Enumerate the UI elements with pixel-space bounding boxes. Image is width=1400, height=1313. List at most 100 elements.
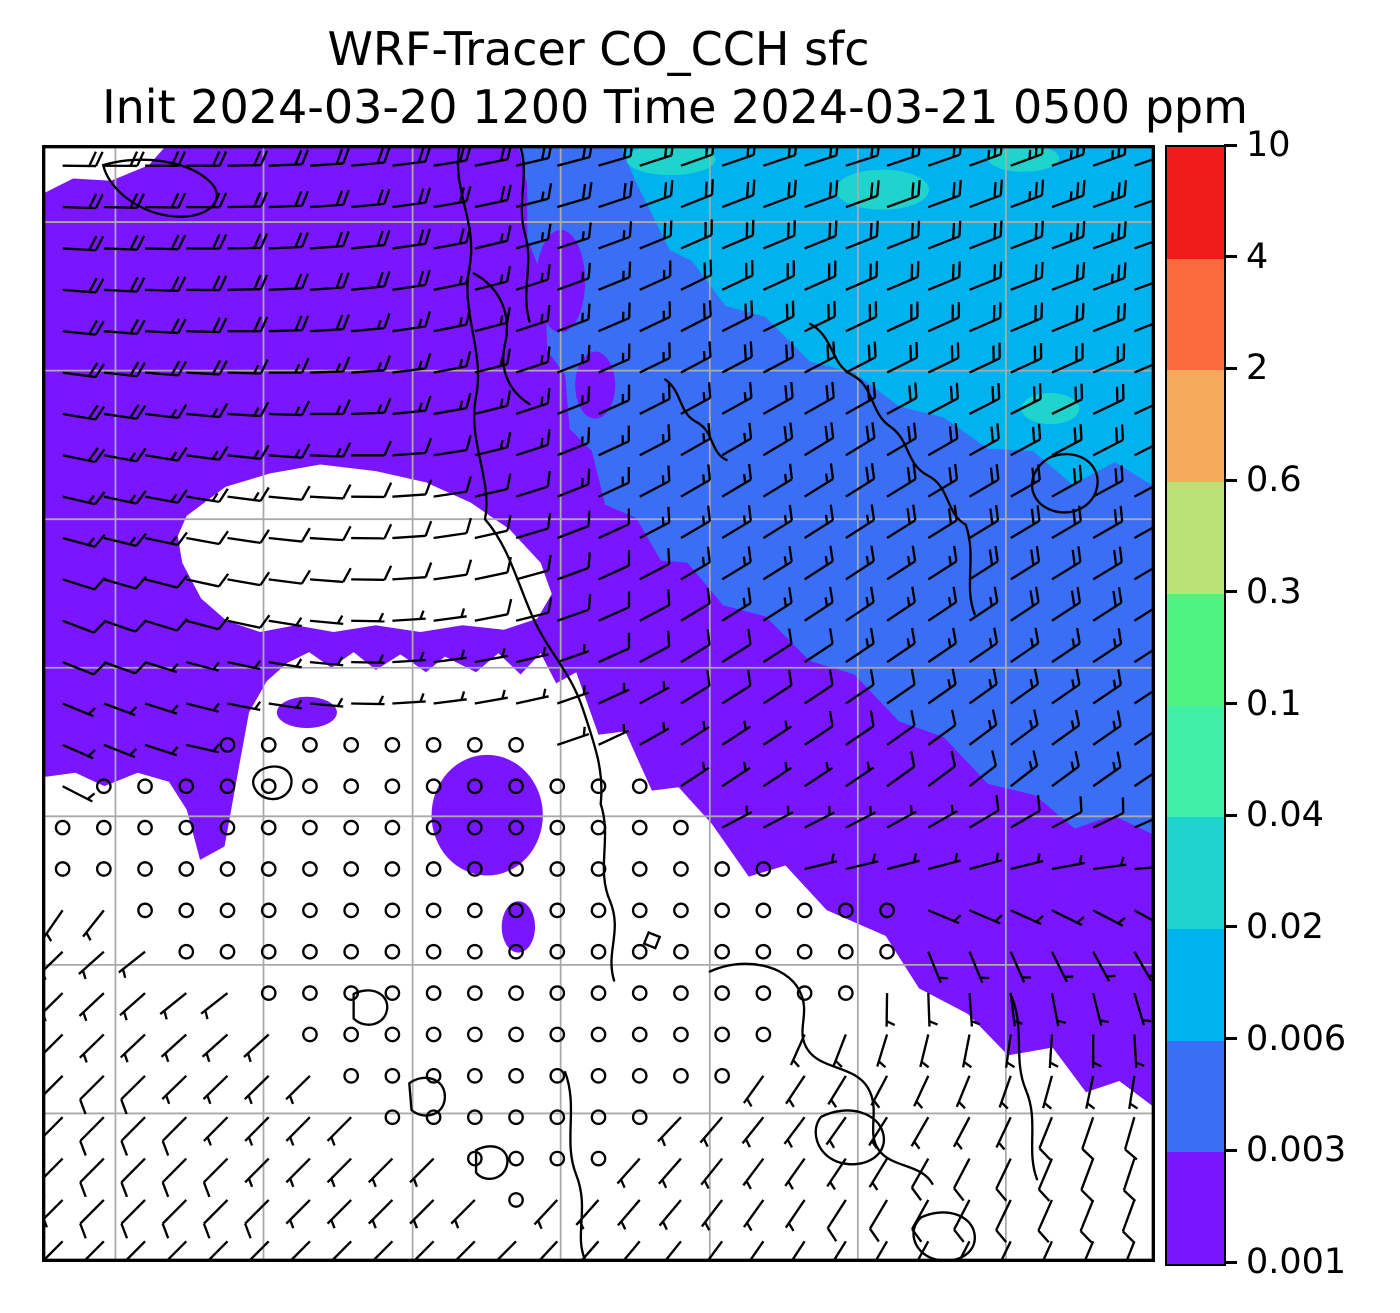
wind-barb	[804, 853, 838, 871]
wind-barb	[658, 1157, 682, 1189]
wind-barb	[227, 700, 262, 712]
wind-barb	[968, 794, 1000, 829]
clean-air-wedge-left	[177, 464, 552, 633]
calm-wind-circle	[466, 736, 483, 753]
calm-wind-circle	[631, 778, 648, 795]
wind-barb	[474, 265, 512, 291]
calm-wind-circle	[673, 1026, 689, 1043]
wind-barb	[268, 315, 310, 333]
calm-wind-circle	[549, 778, 566, 795]
wind-barb	[309, 615, 344, 626]
wind-barb	[658, 1199, 682, 1231]
wind-barb	[680, 464, 712, 498]
wind-barb	[1092, 262, 1127, 291]
wind-barb	[433, 691, 467, 705]
wind-barb	[1121, 1199, 1136, 1244]
colorbar-tick	[1224, 702, 1237, 705]
calm-wind-circle	[879, 943, 895, 960]
wind-barb	[144, 702, 179, 715]
wind-barb	[1133, 443, 1155, 457]
calm-wind-circle	[466, 985, 483, 1001]
wind-barb	[392, 520, 433, 540]
wind-barb	[620, 1240, 641, 1262]
wind-barb	[103, 743, 138, 759]
calm-wind-circle	[425, 778, 442, 795]
wind-barb	[556, 685, 590, 705]
wind-barb	[268, 149, 309, 167]
calm-wind-circle	[466, 943, 483, 960]
wind-barb	[953, 1199, 971, 1243]
wind-barb	[367, 1199, 394, 1229]
wind-barb	[910, 1157, 930, 1202]
wind-barb	[1092, 710, 1122, 746]
wind-barb	[598, 221, 633, 250]
wind-barb	[803, 545, 834, 581]
wind-barb	[1092, 669, 1123, 705]
wind-barb	[968, 668, 998, 705]
colorbar-tick	[1224, 925, 1237, 929]
calm-wind-circle	[590, 985, 607, 1001]
wind-barb	[145, 276, 187, 293]
wind-barb	[927, 668, 957, 705]
wind-barb	[1051, 668, 1081, 705]
wind-barb	[161, 1116, 188, 1156]
colorbar-segment-5	[1167, 593, 1224, 706]
wind-barb	[955, 1075, 971, 1110]
wind-barb	[556, 468, 591, 498]
wind-barb	[886, 463, 917, 498]
calm-wind-circle	[178, 943, 195, 960]
wind-barb	[845, 669, 875, 705]
wind-barb	[1079, 1199, 1095, 1244]
wind-barb	[392, 353, 432, 374]
wind-barb	[392, 146, 432, 167]
wind-barb	[351, 147, 391, 167]
wind-barb	[186, 743, 220, 754]
calm-wind-circle	[466, 1067, 483, 1084]
wind-barb	[910, 1116, 930, 1150]
wind-barb	[120, 1074, 146, 1115]
wind-barb	[62, 277, 105, 294]
wind-barb	[161, 1199, 188, 1239]
wind-barb	[515, 429, 551, 457]
wind-barb	[120, 1199, 146, 1239]
wind-barb	[556, 643, 590, 664]
wind-barb	[803, 586, 834, 622]
wind-barb	[968, 750, 998, 788]
calm-wind-circle	[508, 902, 524, 919]
wind-barb	[968, 993, 981, 1027]
wind-barb	[285, 1074, 311, 1105]
wind-barb	[118, 950, 146, 979]
calm-wind-circle	[549, 1067, 566, 1084]
calm-wind-circle	[631, 985, 648, 1001]
wind-barb	[268, 617, 303, 628]
wind-barb	[392, 692, 426, 705]
wind-barb	[845, 220, 879, 250]
wind-barb	[578, 1240, 600, 1262]
calm-wind-circle	[343, 943, 360, 960]
calm-wind-circle	[549, 861, 566, 877]
wind-barb	[144, 446, 188, 462]
wind-barb	[804, 805, 835, 829]
calm-wind-circle	[95, 861, 112, 877]
wind-barb	[952, 1158, 971, 1202]
wind-barb	[1051, 383, 1084, 415]
wind-barb	[721, 382, 753, 415]
wind-barb	[1051, 505, 1082, 540]
calm-wind-circle	[178, 819, 195, 836]
calm-wind-circle	[631, 1067, 648, 1084]
wind-barb	[309, 230, 350, 250]
wind-barb	[784, 1157, 806, 1190]
calm-wind-circle	[425, 1109, 442, 1126]
wind-barb	[244, 1199, 270, 1239]
wind-barb	[968, 951, 990, 984]
wind-barb	[201, 1033, 229, 1063]
wind-barb	[433, 434, 472, 457]
wind-barb	[873, 1240, 889, 1262]
wind-barb	[1092, 221, 1127, 250]
calm-wind-circle	[425, 943, 442, 960]
calm-wind-circle	[260, 943, 277, 960]
wind-barb	[721, 463, 753, 498]
wind-barb	[62, 404, 106, 421]
wind-barb	[186, 233, 228, 250]
wind-barb	[886, 710, 916, 746]
